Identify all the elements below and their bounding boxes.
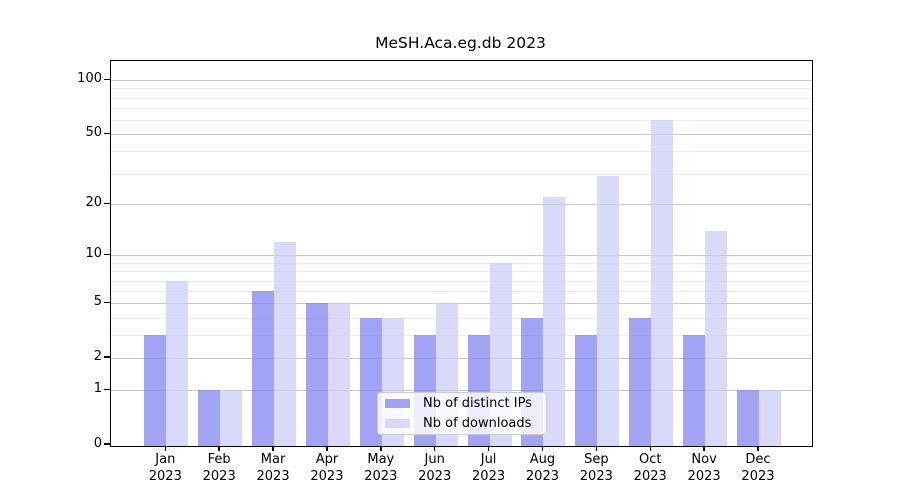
- y-tick-label-1: 1: [93, 381, 102, 397]
- y-tick-label-20: 20: [85, 195, 102, 211]
- gridline-9: [111, 263, 812, 264]
- y-tick-mark-100: [104, 78, 110, 80]
- x-tick-mark-mar: [272, 446, 274, 451]
- gridline-100: [111, 80, 812, 82]
- y-tick-label-5: 5: [93, 294, 102, 310]
- x-tick-label-apr: Apr 2023: [310, 452, 344, 484]
- gridline-40: [111, 151, 812, 153]
- x-tick-label-mar: Mar 2023: [256, 452, 290, 484]
- x-tick-mark-sep: [595, 446, 598, 451]
- chart-title: MeSH.Aca.eg.db 2023: [375, 34, 546, 52]
- gridline-80: [111, 97, 812, 99]
- x-tick-label-sep: Sep 2023: [579, 452, 613, 484]
- x-tick-mark-aug: [541, 446, 544, 451]
- y-tick-mark-10: [104, 253, 110, 256]
- gridline-4: [111, 317, 812, 319]
- x-tick-mark-nov: [703, 446, 705, 451]
- bar-nb-of-downloads-apr: [327, 303, 350, 446]
- x-tick-label-nov: Nov 2023: [687, 452, 721, 484]
- legend-item-downloads: Nb of downloads: [385, 416, 546, 431]
- bar-nb-of-downloads-nov: [705, 230, 728, 446]
- y-tick-label-2: 2: [93, 349, 102, 365]
- y-tick-mark-2: [104, 356, 110, 358]
- gridline-50: [111, 134, 812, 136]
- y-tick-label-0: 0: [93, 436, 102, 451]
- y-tick-label-100: 100: [77, 71, 102, 87]
- bar-nb-of-downloads-mar: [274, 242, 297, 446]
- gridline-2: [111, 358, 812, 360]
- gridline-7: [111, 280, 812, 282]
- x-tick-label-aug: Aug 2023: [525, 452, 559, 484]
- x-tick-label-feb: Feb 2023: [202, 452, 236, 484]
- bar-nb-of-downloads-aug: [543, 197, 566, 446]
- bar-nb-of-distinct-ips-dec: [736, 390, 759, 446]
- plot-area: Nb of distinct IPs Nb of downloads: [110, 60, 813, 447]
- bar-nb-of-distinct-ips-apr: [305, 303, 328, 446]
- legend: Nb of distinct IPs Nb of downloads: [377, 392, 547, 435]
- legend-label-distinct-ips: Nb of distinct IPs: [423, 396, 532, 411]
- gridline-1: [111, 390, 812, 392]
- x-tick-mark-apr: [326, 446, 328, 451]
- bar-nb-of-distinct-ips-oct: [629, 317, 652, 446]
- legend-item-distinct-ips: Nb of distinct IPs: [385, 396, 546, 411]
- x-tick-label-dec: Dec 2023: [741, 452, 775, 484]
- gridline-3: [111, 335, 812, 337]
- bar-nb-of-distinct-ips-nov: [683, 335, 706, 446]
- gridline-8: [111, 271, 812, 273]
- x-tick-mark-oct: [649, 446, 651, 451]
- bar-nb-of-distinct-ips-jan: [144, 335, 167, 446]
- y-tick-mark-20: [104, 202, 110, 205]
- gridline-20: [111, 204, 812, 206]
- bar-nb-of-distinct-ips-sep: [575, 335, 598, 446]
- gridline-90: [111, 88, 812, 90]
- bar-nb-of-downloads-dec: [758, 390, 781, 446]
- bar-nb-of-distinct-ips-may: [359, 317, 382, 446]
- y-tick-mark-1: [104, 388, 110, 390]
- legend-swatch-distinct-ips: [385, 399, 410, 408]
- x-tick-mark-jan: [164, 446, 166, 451]
- y-tick-mark-50: [104, 132, 110, 134]
- bar-nb-of-distinct-ips-feb: [198, 390, 221, 446]
- x-tick-label-may: May 2023: [364, 452, 398, 484]
- y-tick-mark-0: [104, 443, 110, 445]
- bar-nb-of-distinct-ips-mar: [252, 291, 275, 446]
- x-tick-label-jan: Jan 2023: [148, 452, 182, 484]
- gridline-6: [111, 291, 812, 293]
- legend-label-downloads: Nb of downloads: [423, 416, 532, 431]
- bar-nb-of-downloads-oct: [651, 120, 674, 446]
- y-tick-label-50: 50: [85, 125, 102, 141]
- x-tick-mark-feb: [218, 446, 220, 451]
- bar-nb-of-downloads-sep: [597, 176, 620, 446]
- x-tick-mark-jun: [434, 446, 436, 451]
- gridline-5: [111, 303, 812, 305]
- x-tick-label-jul: Jul 2023: [472, 452, 506, 484]
- bar-nb-of-downloads-jan: [166, 280, 189, 446]
- x-tick-label-jun: Jun 2023: [418, 452, 452, 484]
- x-tick-label-oct: Oct 2023: [633, 452, 667, 484]
- gridline-60: [111, 120, 812, 122]
- bar-nb-of-downloads-feb: [220, 390, 243, 446]
- y-tick-mark-5: [104, 301, 110, 304]
- x-tick-mark-dec: [757, 446, 759, 451]
- gridline-70: [111, 108, 812, 110]
- gridline-10: [111, 255, 812, 257]
- x-tick-mark-may: [380, 446, 382, 451]
- legend-swatch-downloads: [385, 419, 410, 428]
- x-tick-mark-jul: [487, 446, 490, 451]
- y-tick-label-10: 10: [85, 246, 102, 262]
- gridline-30: [111, 173, 812, 175]
